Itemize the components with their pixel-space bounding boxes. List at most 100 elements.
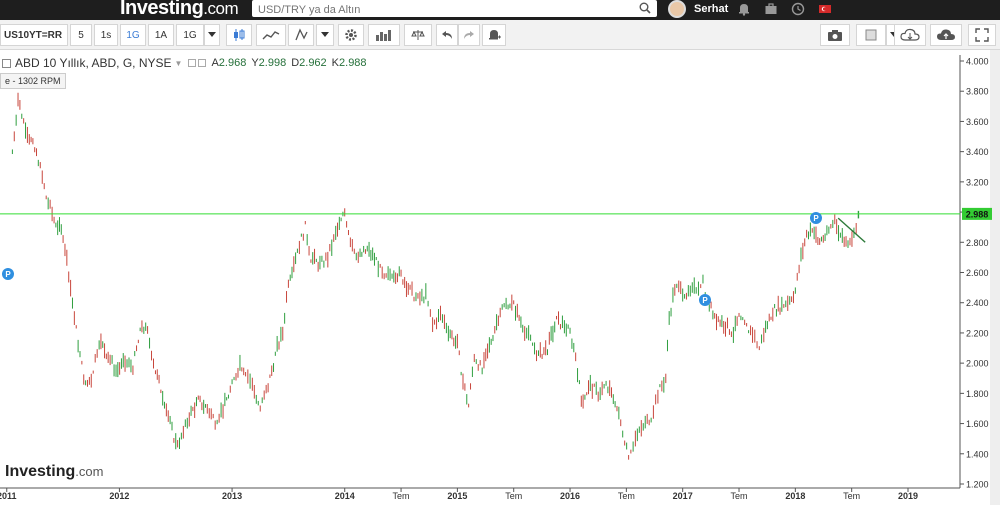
trend-line[interactable] — [837, 217, 866, 243]
chart-legend: ABD 10 Yıllık, ABD, G, NYSE ▼ A2.968 Y2.… — [2, 56, 367, 70]
y-tick-label: 3.200 — [966, 177, 989, 187]
current-price-label: 2.988 — [966, 209, 989, 219]
balance-scale-icon — [411, 30, 425, 40]
fullscreen-button[interactable] — [968, 24, 996, 46]
pivot-marker-label: P — [5, 270, 11, 279]
x-tick-label: 2017 — [673, 491, 693, 501]
collapse-square-icon[interactable] — [2, 58, 11, 68]
y-tick-label: 1.800 — [966, 389, 989, 399]
chevron-down-icon — [208, 32, 216, 37]
settings-small-icon[interactable] — [198, 59, 207, 67]
plot-background — [0, 50, 1000, 505]
redo-icon — [464, 31, 474, 39]
y-tick-label: 1.200 — [966, 480, 989, 490]
y-tick-label: 2.400 — [966, 298, 989, 308]
pivot-marker[interactable]: P — [2, 268, 14, 280]
interval-5[interactable]: 5 — [70, 24, 92, 46]
interval-dropdown[interactable] — [204, 24, 220, 46]
cloud-upload-icon — [937, 29, 955, 40]
drawing-dropdown[interactable] — [316, 24, 334, 46]
interval-1g[interactable]: 1G — [176, 24, 204, 46]
symbol-field[interactable]: US10YT=RR — [0, 24, 68, 46]
user-menu[interactable]: Serhat — [668, 0, 728, 18]
cloud-save-button[interactable] — [930, 24, 962, 46]
ohlc-open: A2.968 — [211, 57, 247, 69]
cloud-load-button[interactable] — [894, 24, 926, 46]
snapshot-button[interactable] — [820, 24, 850, 46]
pivot-marker-dot[interactable] — [2, 268, 14, 280]
site-logo[interactable]: Investing.com — [120, 0, 239, 19]
price-chart[interactable]: 4.0003.8003.6003.4003.2003.0002.8002.600… — [0, 50, 1000, 505]
settings-button[interactable] — [338, 24, 364, 46]
x-tick-label: Tem — [843, 491, 860, 501]
search-icon[interactable] — [639, 2, 651, 14]
search-box[interactable] — [252, 0, 657, 19]
chevron-down-icon[interactable]: ▼ — [174, 58, 183, 68]
candlestick-button[interactable] — [226, 24, 252, 46]
undo-icon — [442, 31, 452, 39]
interval-1s[interactable]: 1s — [94, 24, 118, 46]
overlay: 2.988 P P P Investing.com — [0, 207, 992, 480]
briefcase-icon[interactable] — [764, 2, 778, 16]
top-bar: Investing.com Serhat — [0, 0, 1000, 20]
y-tick-label: 1.400 — [966, 449, 989, 459]
series-layer — [11, 92, 860, 460]
pivot-marker-label: P — [702, 296, 708, 305]
x-tick-label: 2016 — [560, 491, 580, 501]
rpm-badge: e - 1302 RPM — [0, 73, 66, 89]
bell-icon[interactable] — [737, 2, 751, 16]
cloud-download-icon — [900, 28, 920, 41]
layout-button[interactable] — [856, 24, 886, 46]
avatar[interactable] — [668, 0, 686, 18]
bar-chart-icon — [376, 30, 391, 41]
chevron-down-icon — [321, 32, 329, 37]
y-tick-label: 3.800 — [966, 87, 989, 97]
pivot-marker-dot[interactable] — [810, 212, 822, 224]
drawing-tools-button[interactable] — [288, 24, 314, 46]
square-icon — [865, 29, 877, 41]
x-tick-label: Tem — [505, 491, 522, 501]
y-tick-label: 2.000 — [966, 359, 989, 369]
camera-icon — [828, 30, 842, 41]
scrollbar[interactable] — [990, 50, 1000, 505]
x-tick-label: 2012 — [109, 491, 129, 501]
y-tick-label: 4.000 — [966, 57, 989, 67]
fullscreen-icon — [975, 28, 989, 42]
turkey-flag-icon[interactable] — [818, 2, 832, 16]
indicator-button[interactable] — [256, 24, 286, 46]
interval-1g-active[interactable]: 1G — [120, 24, 146, 46]
x-axis: 2011 2012 2013 2014 Tem 2015 Tem 2016 Tem 2017 Tem… — [0, 488, 918, 501]
x-tick-label: Tem — [393, 491, 410, 501]
x-tick-label: 2013 — [222, 491, 242, 501]
gear-icon — [345, 29, 357, 41]
y-tick-label: 3.600 — [966, 117, 989, 127]
candlestick-icon — [234, 29, 245, 41]
y-tick-label: 2.200 — [966, 328, 989, 338]
y-tick-label: 2.800 — [966, 238, 989, 248]
line-chart-icon — [262, 31, 280, 40]
ohlc-close: K2.988 — [331, 57, 367, 69]
legend-title: ABD 10 Yıllık, ABD, G, NYSE — [15, 56, 172, 70]
redo-button[interactable] — [458, 24, 480, 46]
pivot-marker[interactable]: P — [810, 212, 822, 224]
interval-1a[interactable]: 1A — [148, 24, 174, 46]
pivot-marker-label: P — [813, 214, 819, 223]
clock-icon[interactable] — [791, 2, 805, 16]
grid — [0, 50, 1000, 505]
trend-tool-icon — [295, 28, 308, 41]
alert-bell-icon — [489, 30, 501, 40]
pivot-marker-dot[interactable] — [699, 294, 711, 306]
username[interactable]: Serhat — [694, 3, 729, 15]
x-tick-label: 2014 — [335, 491, 355, 501]
y-tick-label: 1.600 — [966, 419, 989, 429]
search-input[interactable] — [252, 1, 632, 19]
eye-icon[interactable] — [188, 59, 197, 67]
undo-button[interactable] — [436, 24, 458, 46]
studies-button[interactable] — [368, 24, 400, 46]
compare-button[interactable] — [404, 24, 432, 46]
pivot-marker[interactable]: P — [699, 294, 711, 306]
watermark-logo: Investing.com — [5, 463, 103, 480]
alert-button[interactable] — [482, 24, 506, 46]
x-tick-label: 2019 — [898, 491, 918, 501]
ohlc-low: D2.962 — [291, 57, 327, 69]
